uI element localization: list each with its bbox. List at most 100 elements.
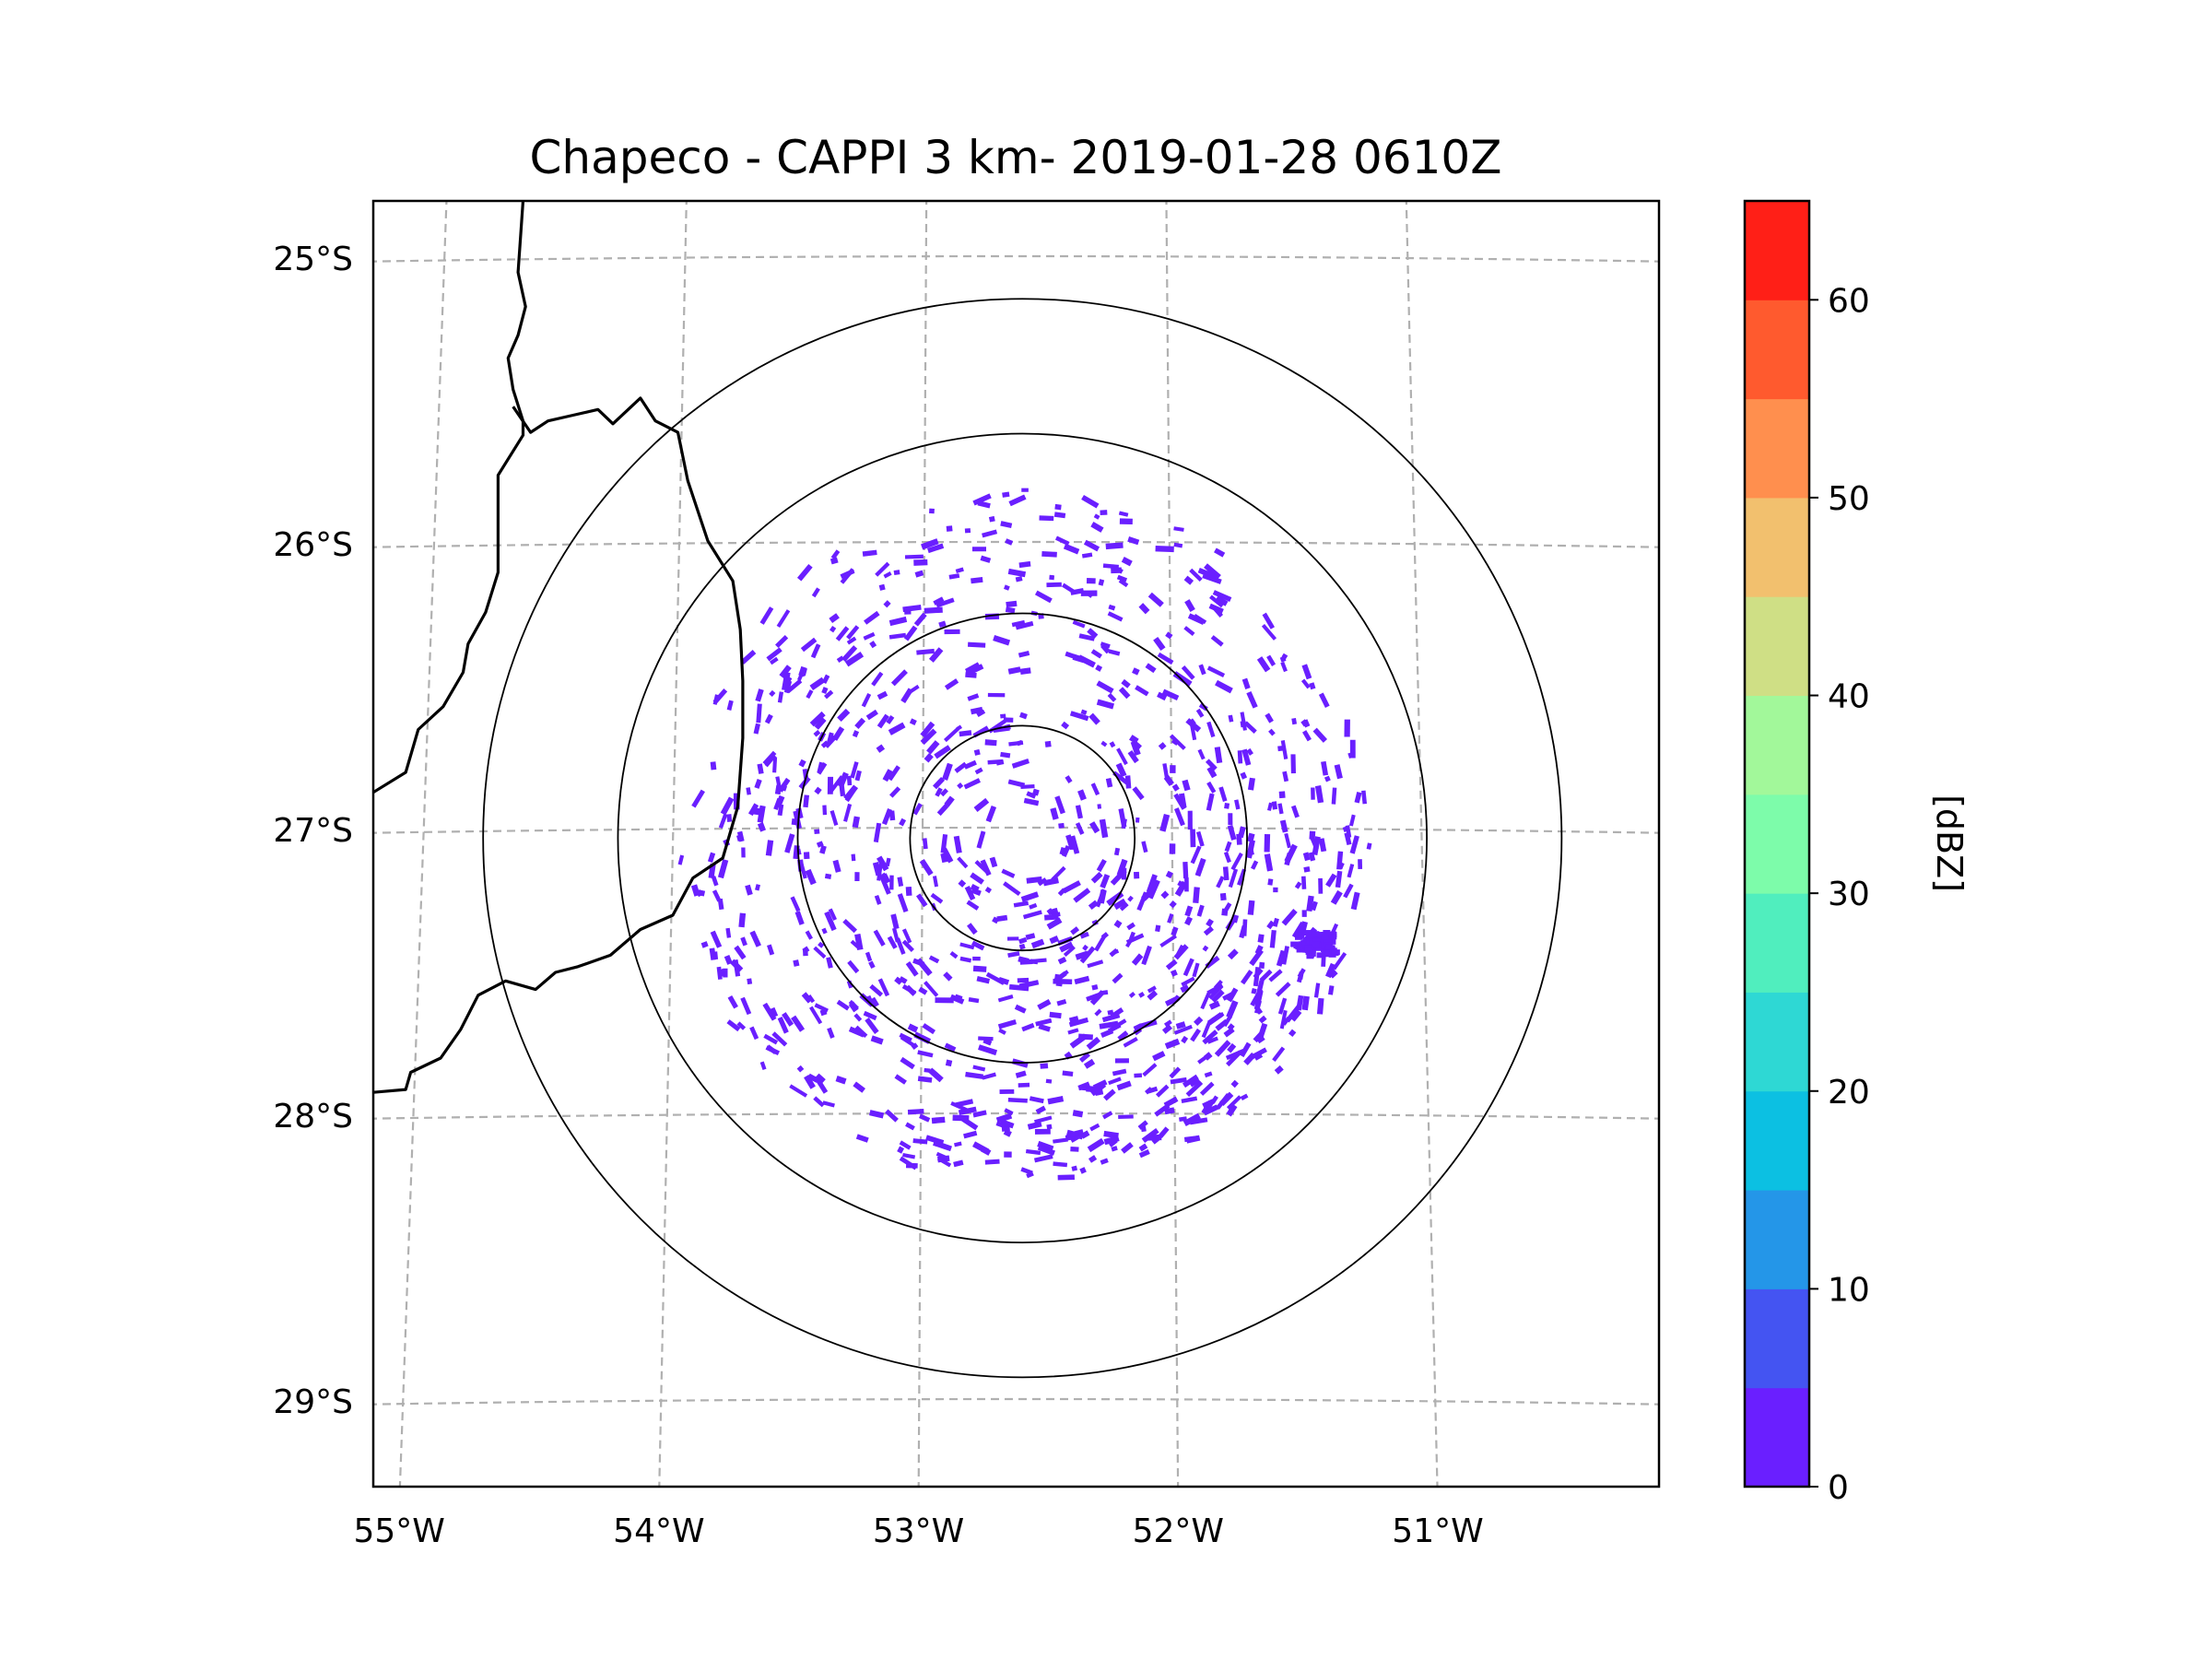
echo-pixel xyxy=(1046,908,1053,915)
echo-pixel xyxy=(757,822,767,832)
echo-pixel xyxy=(1193,887,1200,904)
echo-pixel xyxy=(801,992,813,1004)
echo-pixel xyxy=(1153,636,1166,652)
echo-pixel xyxy=(1190,829,1196,848)
echo-pixel xyxy=(803,852,810,860)
echo-pixel xyxy=(1241,677,1251,689)
echo-pixel xyxy=(777,804,784,817)
echo-pixel xyxy=(931,1116,946,1124)
echo-pixel xyxy=(1181,1096,1198,1104)
echo-pixel xyxy=(955,567,964,573)
echo-pixel xyxy=(1281,653,1288,660)
echo-pixel xyxy=(865,709,878,721)
echo-pixel xyxy=(817,761,825,774)
echo-pixel xyxy=(999,1088,1015,1095)
echo-pixel xyxy=(888,765,900,782)
echo-pixel xyxy=(734,945,747,960)
colorbar-label: [dBZ] xyxy=(1929,794,1970,892)
echo-pixel xyxy=(1343,883,1354,899)
echo-pixel xyxy=(1134,1073,1143,1078)
echo-pixel xyxy=(854,717,866,729)
echo-pixel xyxy=(1158,742,1167,750)
echo-pixel xyxy=(1015,1070,1027,1078)
echo-pixel xyxy=(700,941,709,948)
echo-pixel xyxy=(1001,868,1016,878)
echo-pixel xyxy=(944,678,959,690)
echo-pixel xyxy=(1099,818,1109,839)
echo-pixel xyxy=(1321,760,1329,776)
echo-pixel xyxy=(1068,1017,1089,1028)
echo-pixel xyxy=(877,713,889,729)
echo-pixel xyxy=(897,893,909,913)
echo-pixel xyxy=(1078,633,1095,641)
echo-pixel xyxy=(935,997,954,1004)
echo-pixel xyxy=(1126,922,1135,931)
echo-pixel xyxy=(1212,590,1232,602)
border-line xyxy=(373,201,527,794)
echo-pixel xyxy=(1138,1148,1150,1159)
echo-pixel xyxy=(827,776,834,794)
echo-pixel xyxy=(940,788,948,797)
echo-pixel xyxy=(854,872,860,882)
echo-pixel xyxy=(1204,1071,1213,1078)
echo-pixel xyxy=(1020,1167,1033,1175)
echo-pixel xyxy=(1005,538,1014,546)
echo-pixel xyxy=(1100,874,1111,889)
echo-pixel xyxy=(1070,843,1077,851)
echo-pixel xyxy=(894,1074,907,1085)
echo-pixel xyxy=(1105,778,1113,788)
echo-pixel xyxy=(1366,842,1372,850)
echo-pixel xyxy=(883,600,891,608)
echo-pixel xyxy=(717,898,724,911)
echo-pixel xyxy=(988,515,995,523)
echo-pixel xyxy=(1116,858,1128,877)
echo-pixel xyxy=(1184,599,1195,613)
echo-pixel xyxy=(1021,488,1029,492)
echo-pixel xyxy=(1253,968,1264,980)
echo-pixel xyxy=(1243,1052,1256,1065)
echo-pixel xyxy=(963,1130,978,1139)
echo-pixel xyxy=(1171,926,1179,936)
echo-pixel xyxy=(1195,708,1205,718)
echo-pixel xyxy=(959,956,972,963)
echo-pixel xyxy=(759,606,774,625)
echo-pixel xyxy=(872,861,882,877)
echo-pixel xyxy=(1027,1121,1042,1130)
echo-pixel xyxy=(943,971,953,982)
colorbar-segment xyxy=(1745,201,1809,300)
echo-pixel xyxy=(935,787,943,797)
echo-pixel xyxy=(1026,876,1042,884)
echo-pixel xyxy=(1057,956,1067,965)
echo-pixel xyxy=(1206,793,1215,811)
echo-pixel xyxy=(1298,971,1304,980)
echo-pixel xyxy=(1256,1034,1265,1044)
echo-pixel xyxy=(1173,944,1189,960)
echo-pixel xyxy=(913,559,928,566)
echo-pixel xyxy=(1107,611,1124,622)
echo-pixel xyxy=(1311,900,1318,912)
echo-pixel xyxy=(1035,1018,1053,1027)
echo-pixel xyxy=(909,718,917,725)
echo-pixel xyxy=(1147,990,1159,1001)
echo-pixel xyxy=(1118,579,1129,588)
echo-pixel xyxy=(1132,786,1145,801)
colorbar-tick-label: 30 xyxy=(1828,876,1870,913)
echo-pixel xyxy=(1294,881,1302,889)
echo-pixel xyxy=(740,996,752,1016)
echo-pixel xyxy=(1112,972,1124,984)
echo-pixel xyxy=(1096,699,1114,710)
echo-pixel xyxy=(897,877,904,888)
echo-pixel xyxy=(1206,665,1226,678)
echo-pixel xyxy=(727,994,738,1009)
echo-pixel xyxy=(1018,560,1031,569)
echo-pixel xyxy=(769,656,779,665)
echo-pixel xyxy=(1279,655,1287,663)
echo-pixel xyxy=(1019,667,1031,676)
echo-pixel xyxy=(1325,873,1337,888)
echo-pixel xyxy=(1281,908,1298,926)
echo-pixel xyxy=(852,730,860,738)
echo-pixel xyxy=(1265,712,1274,724)
echo-pixel xyxy=(1201,1019,1212,1039)
echo-pixel xyxy=(775,776,782,788)
echo-pixel xyxy=(968,641,986,648)
